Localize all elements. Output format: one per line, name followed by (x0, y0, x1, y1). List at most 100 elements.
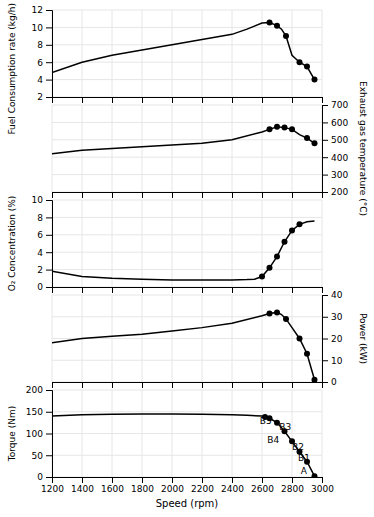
tick (172, 287, 173, 293)
tick-mark (292, 287, 293, 293)
axis-line (53, 288, 323, 294)
grid-line (52, 252, 322, 253)
tick-mark (46, 270, 52, 271)
tick (82, 287, 83, 293)
tick-mark (142, 382, 143, 388)
subplot: 24681012Fuel Consumption rate (kg/h) (7, 3, 323, 135)
axis-line (53, 383, 323, 389)
axis-line (53, 193, 323, 199)
tick (142, 192, 143, 198)
tick (232, 192, 233, 198)
x-axis (53, 97, 323, 103)
grid-line (52, 433, 322, 434)
tick: 2400 (221, 477, 244, 494)
axis-line (323, 296, 329, 383)
line (52, 221, 315, 280)
grid-line (52, 10, 322, 11)
tick-label: 100 (26, 429, 43, 439)
tick-label: 10 (331, 356, 343, 366)
marks (52, 124, 318, 154)
point (312, 473, 318, 477)
grid-line (172, 200, 173, 287)
tick-mark (262, 382, 263, 388)
tick-label: 700 (331, 100, 348, 110)
grid-line (232, 10, 233, 97)
tick-mark (322, 287, 323, 293)
x-axis (53, 382, 323, 388)
y-axis: 0246810 (32, 195, 53, 292)
tick-mark (46, 10, 52, 11)
axis-line (53, 98, 323, 104)
tick (322, 287, 323, 293)
tick-label: 200 (26, 385, 43, 395)
tick-mark (46, 252, 52, 253)
tick-label: 2200 (191, 484, 214, 494)
point (259, 274, 265, 280)
point (267, 126, 273, 132)
tick-label: 10 (32, 195, 44, 205)
tick-label: 4 (37, 248, 43, 258)
tick-label: 1400 (71, 484, 94, 494)
tick (172, 192, 173, 198)
tick-mark (46, 434, 52, 435)
grid-line (112, 200, 113, 287)
tick (82, 97, 83, 103)
y2-axis-title: Power (kW) (358, 313, 368, 364)
tick: 6 (37, 230, 52, 240)
tick-mark (82, 287, 83, 293)
tick (112, 97, 113, 103)
tick-mark (172, 287, 173, 293)
tick (52, 382, 53, 388)
tick-label: 400 (331, 153, 348, 163)
point (312, 377, 318, 382)
tick-label: 0 (331, 377, 337, 387)
subplot: 1200140016001800200022002400260028003000… (7, 385, 335, 509)
tick-mark (202, 382, 203, 388)
grid (52, 105, 322, 192)
tick: 50 (32, 451, 52, 461)
tick-mark (46, 27, 52, 28)
point (267, 310, 273, 316)
tick-mark (322, 192, 328, 193)
tick-mark (142, 97, 143, 103)
annotation: B2 (292, 442, 304, 452)
tick: 20 (322, 334, 343, 344)
tick-mark (46, 390, 52, 391)
tick (112, 287, 113, 293)
tick-label: 1200 (41, 484, 64, 494)
tick-mark (322, 97, 323, 103)
y-axis-title: Torque (Nm) (7, 406, 17, 462)
tick (172, 382, 173, 388)
y2-axis-title: Exhaust gas temperature (°C) (358, 81, 368, 216)
tick: 2600 (251, 477, 274, 494)
grid-line (52, 200, 322, 201)
tick-label: 1600 (101, 484, 124, 494)
tick-mark (46, 235, 52, 236)
x-axis-title: Speed (rpm) (156, 498, 219, 509)
tick (112, 382, 113, 388)
annotation: B4 (267, 435, 279, 445)
tick (232, 382, 233, 388)
tick-mark (46, 455, 52, 456)
tick: 8 (37, 40, 52, 50)
tick-mark (112, 287, 113, 293)
tick (112, 192, 113, 198)
chart-svg: 24681012Fuel Consumption rate (kg/h)2003… (0, 0, 374, 517)
tick-mark (172, 382, 173, 388)
point (267, 20, 273, 26)
point (297, 59, 303, 65)
point (289, 227, 295, 233)
tick-mark (46, 80, 52, 81)
line (52, 312, 315, 379)
tick-mark (292, 382, 293, 388)
tick-mark (82, 192, 83, 198)
tick-mark (82, 382, 83, 388)
marks (52, 309, 318, 382)
grid-line (142, 200, 143, 287)
subplot: 010203040Power (kW) (52, 290, 368, 388)
annotation: B5 (260, 416, 272, 426)
tick-mark (232, 97, 233, 103)
tick: 2200 (191, 477, 214, 494)
tick: 2 (37, 92, 52, 102)
marks (52, 414, 318, 477)
